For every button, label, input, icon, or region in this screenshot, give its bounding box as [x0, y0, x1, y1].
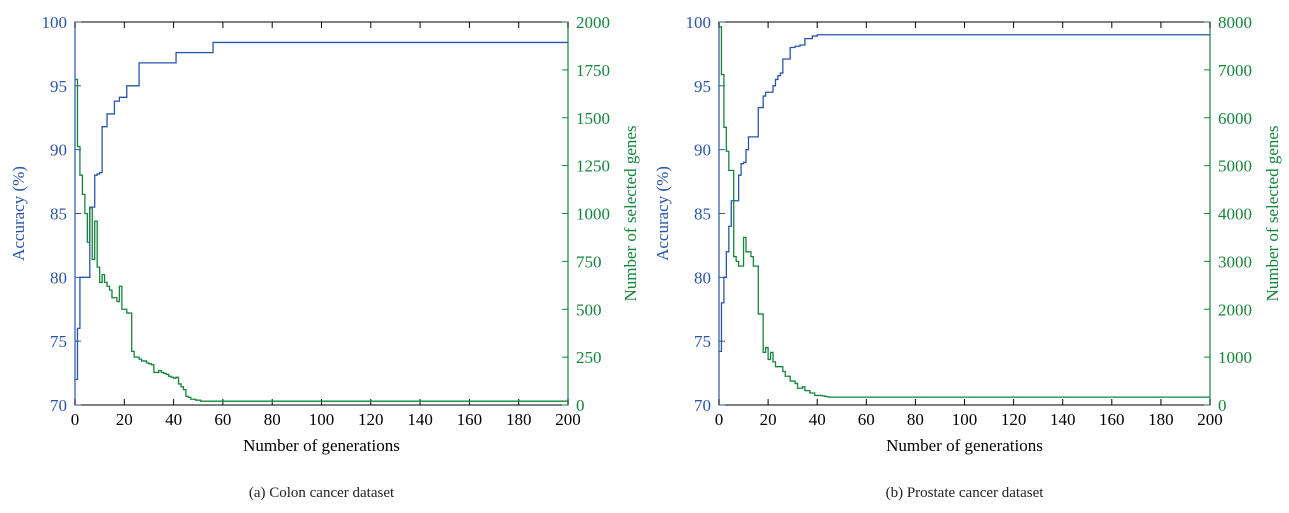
figure-colon: 0 20 40 60 80 100 120 140 160 180 200 70 75 80 85 90 95 1…: [0, 0, 644, 513]
y-right-tick-label: 2000: [1218, 300, 1252, 319]
y-left-tick-label: 90: [50, 141, 67, 160]
accuracy-line: [719, 34, 1210, 353]
y-left-tick-label: 75: [694, 332, 711, 351]
y-left-tick-label: 95: [50, 77, 67, 96]
plot-frame: [74, 21, 569, 406]
x-tick-label: 0: [71, 410, 80, 429]
x-tick-label: 140: [1050, 410, 1076, 429]
chart-colon: 0 20 40 60 80 100 120 140 160 180 200 70 75 80 85 90 95 1…: [9, 13, 640, 501]
figure-caption: (b) Prostate cancer dataset: [886, 485, 1045, 501]
x-tick-label: 160: [457, 410, 483, 429]
y-right-tick-label: 4000: [1218, 205, 1252, 224]
y-right-axis-title: Number of selected genes: [621, 125, 640, 301]
y-right-tick-label: 5000: [1218, 157, 1252, 176]
x-tick-label: 40: [809, 410, 826, 429]
figure-caption: (a) Colon cancer dataset: [249, 485, 395, 501]
x-tick-label: 120: [358, 410, 384, 429]
y-right-tick-label: 500: [576, 300, 602, 319]
y-right-tick-label: 1500: [576, 109, 610, 128]
y-right-tick-label: 8000: [1218, 13, 1252, 32]
y-right-tick-label: 250: [576, 348, 602, 367]
x-tick-label: 200: [1197, 410, 1223, 429]
x-tick-label: 60: [214, 410, 231, 429]
y-left-tick-label: 70: [694, 396, 711, 415]
y-right-tick-label: 1000: [1218, 348, 1252, 367]
x-tick-label: 20: [116, 410, 133, 429]
x-tick-label: 0: [715, 410, 724, 429]
y-right-tick-label: 1250: [576, 157, 610, 176]
y-right-axis-title: Number of selected genes: [1263, 125, 1282, 301]
x-tick-label: 160: [1099, 410, 1125, 429]
x-tick-label: 20: [760, 410, 777, 429]
accuracy-line: [75, 41, 568, 381]
y-left-axis-title: Accuracy (%): [9, 166, 28, 261]
y-left-tick-label: 100: [686, 13, 712, 32]
y-right-tick-label: 6000: [1218, 109, 1252, 128]
selected-genes-line: [75, 78, 568, 402]
x-tick-label: 180: [506, 410, 532, 429]
y-right-tick-label: 7000: [1218, 61, 1252, 80]
x-tick-label: 80: [264, 410, 281, 429]
y-left-tick-label: 70: [50, 396, 67, 415]
y-left-tick-label: 85: [694, 205, 711, 224]
x-axis-title: Number of generations: [243, 436, 400, 455]
x-tick-label: 120: [1001, 410, 1027, 429]
y-left-tick-label: 80: [50, 268, 67, 287]
x-tick-label: 100: [952, 410, 978, 429]
y-left-axis-title: Accuracy (%): [653, 166, 672, 261]
x-tick-label: 80: [907, 410, 924, 429]
y-right-tick-label: 1750: [576, 61, 610, 80]
y-right-tick-label: 3000: [1218, 252, 1252, 271]
y-right-tick-label: 2000: [576, 13, 610, 32]
y-left-tick-label: 85: [50, 205, 67, 224]
y-left-tick-label: 95: [694, 77, 711, 96]
y-right-tick-label: 0: [1218, 396, 1227, 415]
y-right-tick-label: 1000: [576, 205, 610, 224]
y-right-tick-label: 750: [576, 252, 602, 271]
x-tick-label: 200: [555, 410, 581, 429]
selected-genes-line: [719, 26, 1210, 398]
y-left-tick-label: 80: [694, 268, 711, 287]
plot-frame: [718, 21, 1211, 406]
figure-prostate: 0 20 40 60 80 100 120 140 160 180 200 70 75 80 85 90 95 1…: [644, 0, 1289, 513]
x-tick-label: 100: [309, 410, 335, 429]
x-tick-label: 180: [1148, 410, 1174, 429]
y-left-tick-label: 75: [50, 332, 67, 351]
chart-prostate: 0 20 40 60 80 100 120 140 160 180 200 70 75 80 85 90 95 1…: [653, 13, 1282, 501]
x-tick-label: 140: [407, 410, 433, 429]
y-right-tick-label: 0: [576, 396, 585, 415]
x-tick-label: 60: [858, 410, 875, 429]
x-tick-label: 40: [165, 410, 182, 429]
y-left-tick-label: 100: [42, 13, 68, 32]
y-left-tick-label: 90: [694, 141, 711, 160]
x-axis-title: Number of generations: [886, 436, 1043, 455]
